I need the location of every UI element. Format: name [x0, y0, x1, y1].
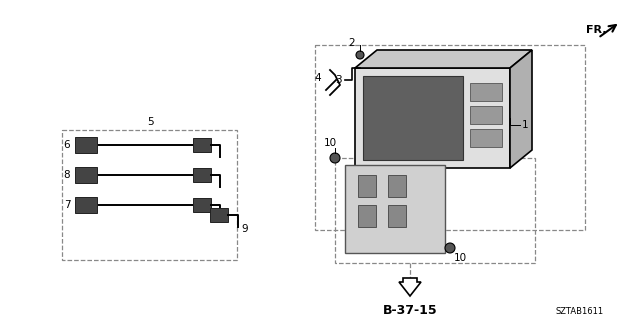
Bar — [193, 138, 211, 152]
Bar — [75, 167, 97, 183]
Text: B-37-15: B-37-15 — [383, 303, 437, 316]
Bar — [75, 137, 97, 153]
Text: 5: 5 — [147, 117, 154, 127]
Bar — [358, 205, 376, 227]
Text: 9: 9 — [242, 224, 248, 234]
Text: 10: 10 — [453, 253, 467, 263]
Bar — [470, 106, 502, 124]
Polygon shape — [355, 68, 510, 168]
Bar — [470, 129, 502, 147]
Text: 10: 10 — [323, 138, 337, 148]
Text: 3: 3 — [335, 75, 341, 85]
Bar — [193, 168, 211, 182]
Text: FR.: FR. — [586, 25, 606, 35]
Text: 4: 4 — [315, 73, 321, 83]
Circle shape — [445, 243, 455, 253]
Text: 6: 6 — [64, 140, 70, 150]
Bar — [388, 205, 406, 227]
Bar — [345, 165, 445, 253]
Text: 7: 7 — [64, 200, 70, 210]
Bar — [75, 197, 97, 213]
Bar — [358, 175, 376, 197]
Text: 8: 8 — [64, 170, 70, 180]
Bar — [315, 45, 585, 230]
Polygon shape — [355, 50, 532, 68]
Polygon shape — [510, 50, 532, 168]
Circle shape — [330, 153, 340, 163]
Bar — [193, 198, 211, 212]
Text: 2: 2 — [349, 38, 355, 48]
Bar — [62, 130, 237, 260]
Bar — [388, 175, 406, 197]
Text: SZTAB1611: SZTAB1611 — [556, 308, 604, 316]
FancyArrow shape — [399, 278, 421, 296]
Bar — [363, 76, 463, 160]
Circle shape — [356, 51, 364, 59]
Bar — [470, 83, 502, 101]
Bar — [335, 158, 535, 263]
Bar — [210, 208, 228, 222]
Text: 1: 1 — [522, 120, 528, 130]
